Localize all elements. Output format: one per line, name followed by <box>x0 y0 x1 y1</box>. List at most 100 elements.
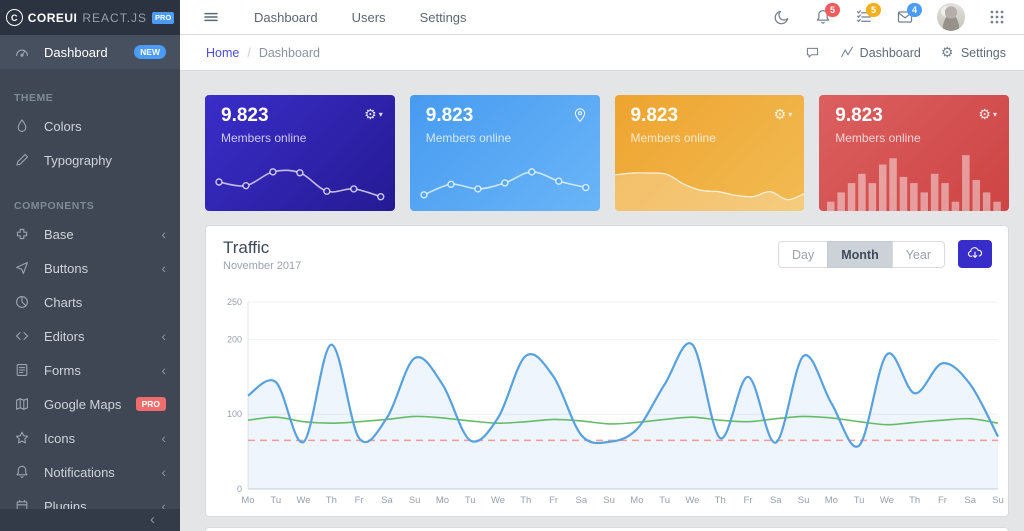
next-card-partial <box>205 527 1009 531</box>
svg-text:Su: Su <box>798 495 810 506</box>
stat-card-label: Members online <box>425 131 512 145</box>
svg-text:Su: Su <box>992 495 1004 506</box>
bell-icon <box>14 464 30 480</box>
top-bar: Dashboard Users Settings 5 5 4 <box>180 0 1024 35</box>
download-chart-button[interactable] <box>958 240 992 268</box>
drop-icon <box>14 118 30 134</box>
stat-card-sparkline <box>827 155 1002 211</box>
svg-text:Su: Su <box>603 495 615 506</box>
breadcrumb-action-settings[interactable]: ⚙ Settings <box>941 45 1006 60</box>
apps-grid-button[interactable] <box>988 8 1006 26</box>
sidebar-item-label: Charts <box>44 294 83 310</box>
sidebar-badge-new: NEW <box>134 45 166 59</box>
sidebar-item-editors[interactable]: Editors ‹ <box>0 319 180 353</box>
sidebar-item-forms[interactable]: Forms ‹ <box>0 353 180 387</box>
messages-count-badge: 4 <box>907 3 922 17</box>
breadcrumb-action-label: Dashboard <box>859 45 921 60</box>
breadcrumb-action-comment[interactable] <box>805 45 820 60</box>
tasks-count-badge: 5 <box>866 3 881 17</box>
breadcrumb-action-dashboard[interactable]: Dashboard <box>840 45 921 60</box>
sidebar-badge-pro: PRO <box>135 397 166 411</box>
sidebar-item-notifications[interactable]: Notifications ‹ <box>0 455 180 489</box>
svg-text:Sa: Sa <box>381 495 393 506</box>
svg-text:0: 0 <box>237 484 242 494</box>
traffic-card: Traffic November 2017 Day Month Year 0 100 2… <box>205 225 1009 517</box>
sidebar-nav: Dashboard NEW THEME Colors Typography COMPONE… <box>0 35 180 509</box>
speech-bubble-icon <box>805 45 820 60</box>
chevron-left-icon: ‹ <box>161 260 166 276</box>
gear-dropdown-button[interactable]: ⚙ ▾ <box>773 106 793 122</box>
messages-button[interactable]: 4 <box>896 3 922 26</box>
sidebar-item-label: Editors <box>44 328 85 344</box>
svg-text:Tu: Tu <box>465 495 476 506</box>
svg-text:100: 100 <box>227 409 242 419</box>
stat-card-value: 9.823 <box>630 105 679 126</box>
top-actions: 5 5 4 <box>773 3 1006 31</box>
sidebar-item-google-maps[interactable]: Google Maps PRO <box>0 387 180 421</box>
sidebar-item-label: Plugins <box>44 498 87 510</box>
range-button-day[interactable]: Day <box>778 241 829 268</box>
svg-text:Fr: Fr <box>938 495 947 506</box>
brand-pro-badge: PRO <box>152 11 175 24</box>
user-avatar[interactable] <box>937 3 965 31</box>
svg-text:Sa: Sa <box>576 495 588 506</box>
sidebar-item-label: Colors <box>44 118 82 134</box>
code-icon <box>14 328 30 344</box>
notifications-bell-button[interactable]: 5 <box>814 3 840 26</box>
traffic-title: Traffic <box>223 238 270 257</box>
alerts-count-badge: 5 <box>825 3 840 17</box>
svg-text:Fr: Fr <box>549 495 558 506</box>
svg-text:We: We <box>491 495 505 506</box>
sidebar-item-label: Google Maps <box>44 396 122 412</box>
sidebar-item-label: Notifications <box>44 464 115 480</box>
breadcrumb-current: Dashboard <box>258 45 320 60</box>
sidebar-item-icons[interactable]: Icons ‹ <box>0 421 180 455</box>
range-button-year[interactable]: Year <box>891 241 945 268</box>
gear-dropdown-button[interactable]: ⚙ ▾ <box>978 106 997 122</box>
sidebar-item-buttons[interactable]: Buttons ‹ <box>0 251 180 285</box>
sidebar-item-colors[interactable]: Colors <box>0 109 180 143</box>
svg-text:Sa: Sa <box>964 495 976 506</box>
sidebar-item-dashboard[interactable]: Dashboard NEW <box>0 35 180 69</box>
svg-text:Mo: Mo <box>436 495 449 506</box>
svg-text:Sa: Sa <box>770 495 782 506</box>
map-icon <box>14 396 30 412</box>
sidebar-item-plugins[interactable]: Plugins ‹ <box>0 489 180 509</box>
gear-dropdown-button[interactable]: ⚙ ▾ <box>364 106 383 122</box>
stat-card-1: 9.823 Members online ⚙ ▾ <box>205 95 395 211</box>
top-nav-item-users[interactable]: Users <box>351 9 386 25</box>
svg-text:We: We <box>685 495 699 506</box>
sidebar-item-label: Typography <box>44 152 112 168</box>
svg-text:We: We <box>297 495 311 506</box>
chevron-left-icon: ‹ <box>161 362 166 378</box>
coreui-logo-icon: C <box>5 9 23 26</box>
location-pin-icon[interactable] <box>572 107 588 123</box>
stat-card-value: 9.823 <box>425 105 474 126</box>
top-nav-item-dashboard[interactable]: Dashboard <box>254 9 318 25</box>
sidebar-item-charts[interactable]: Charts <box>0 285 180 319</box>
chevron-left-icon: ‹ <box>161 328 166 344</box>
sidebar: C COREUI REACT.JS PRO Dashboard NEW THEME C… <box>0 0 180 531</box>
breadcrumb-home-link[interactable]: Home <box>206 45 240 60</box>
dark-mode-toggle[interactable] <box>773 8 791 26</box>
sidebar-item-typography[interactable]: Typography <box>0 143 180 177</box>
range-button-month[interactable]: Month <box>827 241 893 268</box>
pencil-icon <box>14 152 30 168</box>
stat-card-4: 9.823 Members online ⚙ ▾ <box>819 95 1009 211</box>
tasks-button[interactable]: 5 <box>855 3 881 26</box>
sidebar-item-base[interactable]: Base ‹ <box>0 217 180 251</box>
brand-logo[interactable]: C COREUI REACT.JS PRO <box>0 0 180 35</box>
stat-cards-row: 9.823 Members online ⚙ ▾ 9.823 Members online… <box>205 95 1009 211</box>
svg-text:Mo: Mo <box>241 495 254 506</box>
svg-text:Th: Th <box>520 495 531 506</box>
sidebar-item-label: Base <box>44 226 74 242</box>
speedometer-icon <box>14 44 30 60</box>
svg-text:Th: Th <box>909 495 920 506</box>
hamburger-menu-icon[interactable] <box>202 9 220 25</box>
sidebar-section-components: COMPONENTS <box>14 200 95 212</box>
top-nav-item-settings[interactable]: Settings <box>419 9 467 25</box>
pie-chart-icon <box>14 294 30 310</box>
svg-text:Fr: Fr <box>744 495 753 506</box>
sidebar-minimizer[interactable]: ‹ <box>0 509 180 531</box>
chevron-left-icon: ‹ <box>161 498 166 509</box>
